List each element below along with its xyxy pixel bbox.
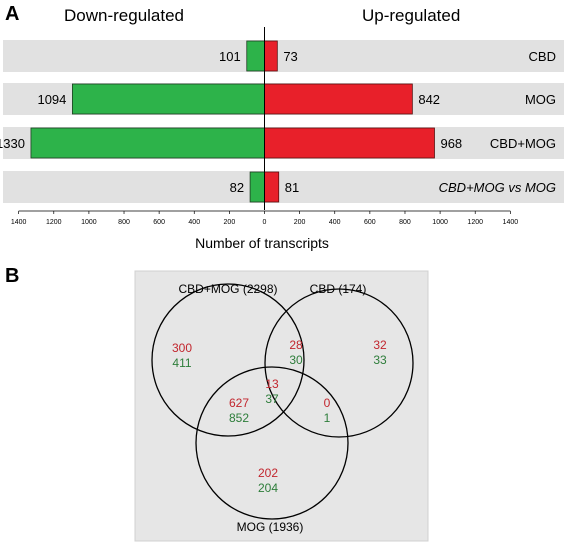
x-tick-label: 400 — [329, 219, 341, 226]
venn-region-up-count: 32 — [373, 338, 387, 352]
x-tick-label: 1200 — [46, 219, 62, 226]
bar-up — [264, 127, 435, 159]
row-category-label: CBD+MOG vs MOG — [439, 180, 556, 195]
bar-up-value: 968 — [440, 136, 462, 151]
venn-region-down-count: 411 — [172, 356, 191, 370]
panel-b-letter: B — [5, 265, 19, 287]
venn-label-mog: MOG (1936) — [237, 520, 304, 534]
venn-region-down-count: 204 — [258, 481, 278, 495]
venn-region-up-count: 300 — [172, 341, 192, 355]
venn-label-cbd: CBD (174) — [310, 282, 367, 296]
x-tick-label: 1000 — [432, 219, 448, 226]
x-axis-label: Number of transcripts — [195, 235, 329, 251]
bar-up-value: 842 — [418, 92, 440, 107]
venn-region-up-count: 13 — [265, 377, 279, 391]
bar-down — [30, 127, 265, 159]
row-category-label: CBD — [529, 49, 556, 64]
venn-region-down-count: 30 — [289, 353, 303, 367]
bar-chart: 101 73 CBD 1094 842 MOG 1330 968 CBD+MOG 82 81 CBD+… — [0, 40, 564, 203]
row-category-label: CBD+MOG — [490, 136, 556, 151]
venn-circle-cbd — [264, 288, 414, 438]
venn-region-up-count: 0 — [324, 396, 331, 410]
venn-circle-cbdmog — [151, 283, 305, 437]
x-tick-label: 400 — [188, 219, 200, 226]
row-category-label: MOG — [525, 92, 556, 107]
x-tick-label: 0 — [263, 219, 267, 226]
x-tick-label: 1400 — [503, 219, 519, 226]
row-background — [3, 171, 564, 203]
bar-up — [264, 40, 278, 72]
x-tick-label: 1000 — [81, 219, 97, 226]
venn-label-cbdmog: CBD+MOG (2298) — [178, 282, 277, 296]
row-background — [3, 40, 564, 72]
x-tick-label: 200 — [294, 219, 306, 226]
bar-down — [71, 83, 265, 115]
venn-region-down-count: 852 — [229, 411, 249, 425]
x-tick-label: 200 — [224, 219, 236, 226]
x-axis-ticks: 1400 1200 1000 800 600 400 200 0 200 400 600 800 100… — [11, 211, 518, 226]
bar-down-value: 101 — [219, 49, 241, 64]
venn-region-down-count: 33 — [373, 353, 387, 367]
venn-region-up-count: 627 — [229, 396, 249, 410]
down-regulated-header: Down-regulated — [64, 6, 184, 25]
venn-region-down-count: 1 — [324, 411, 331, 425]
bar-down-value: 1094 — [37, 92, 66, 107]
venn-region-up-count: 28 — [289, 338, 303, 352]
bar-down — [249, 171, 265, 203]
x-tick-label: 600 — [364, 219, 376, 226]
up-regulated-header: Up-regulated — [362, 6, 460, 25]
venn-background — [134, 270, 429, 542]
bar-up-value: 81 — [285, 180, 299, 195]
panel-a-letter: A — [5, 3, 19, 25]
x-tick-label: 600 — [153, 219, 165, 226]
bar-down-value: 82 — [230, 180, 244, 195]
x-tick-label: 1200 — [467, 219, 483, 226]
bar-up-value: 73 — [283, 49, 297, 64]
bar-down — [246, 40, 265, 72]
venn-region-down-count: 37 — [265, 392, 279, 406]
venn-region-up-count: 202 — [258, 466, 278, 480]
bar-up — [264, 171, 280, 203]
venn-circle-mog — [195, 366, 349, 520]
x-tick-label: 800 — [118, 219, 130, 226]
bar-up — [264, 83, 413, 115]
x-tick-label: 800 — [399, 219, 411, 226]
bar-down-value: 1330 — [0, 136, 25, 151]
x-tick-label: 1400 — [11, 219, 27, 226]
